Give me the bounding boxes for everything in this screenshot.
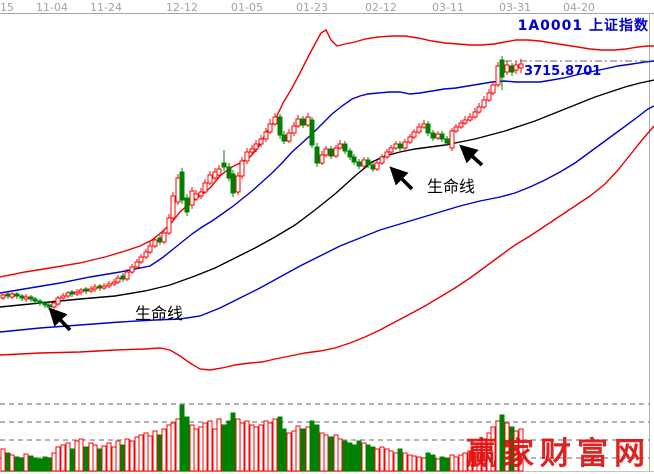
axis-date-label: 11-04 [36, 1, 68, 14]
axis-date-label: 02-12 [365, 1, 397, 14]
axis-date-label: 11-24 [90, 1, 122, 14]
volume-bars [0, 404, 524, 472]
last-price-label: 3715.8701 [524, 64, 602, 79]
lifeline-annotation-left: 生命线 [135, 304, 184, 323]
axis-date-label: -15 [0, 1, 14, 14]
watermark-text: 赢家财富网 [466, 436, 651, 472]
axis-date-label: 04-20 [563, 1, 595, 14]
band-lines [0, 29, 654, 371]
axis-date-label: 01-23 [296, 1, 328, 14]
upper_red-line [0, 29, 654, 278]
life_black-line [0, 79, 654, 308]
annotation-arrows [48, 144, 484, 332]
lifeline-annotation-right: 生命线 [427, 177, 476, 196]
right-border-line [649, 13, 650, 471]
symbol-title: 1A0001 上证指数 [517, 18, 649, 34]
blue_ma-line [0, 60, 654, 294]
axis-date-label: 01-05 [231, 1, 263, 14]
top-border-line [0, 13, 654, 14]
axis-date-label: 03-11 [432, 1, 464, 14]
lower_blue-line [0, 105, 654, 333]
candlesticks [0, 56, 524, 310]
lower_red-line [0, 125, 654, 371]
axis-date-label: 12-12 [166, 1, 198, 14]
axis-date-label: 03-31 [499, 1, 531, 14]
